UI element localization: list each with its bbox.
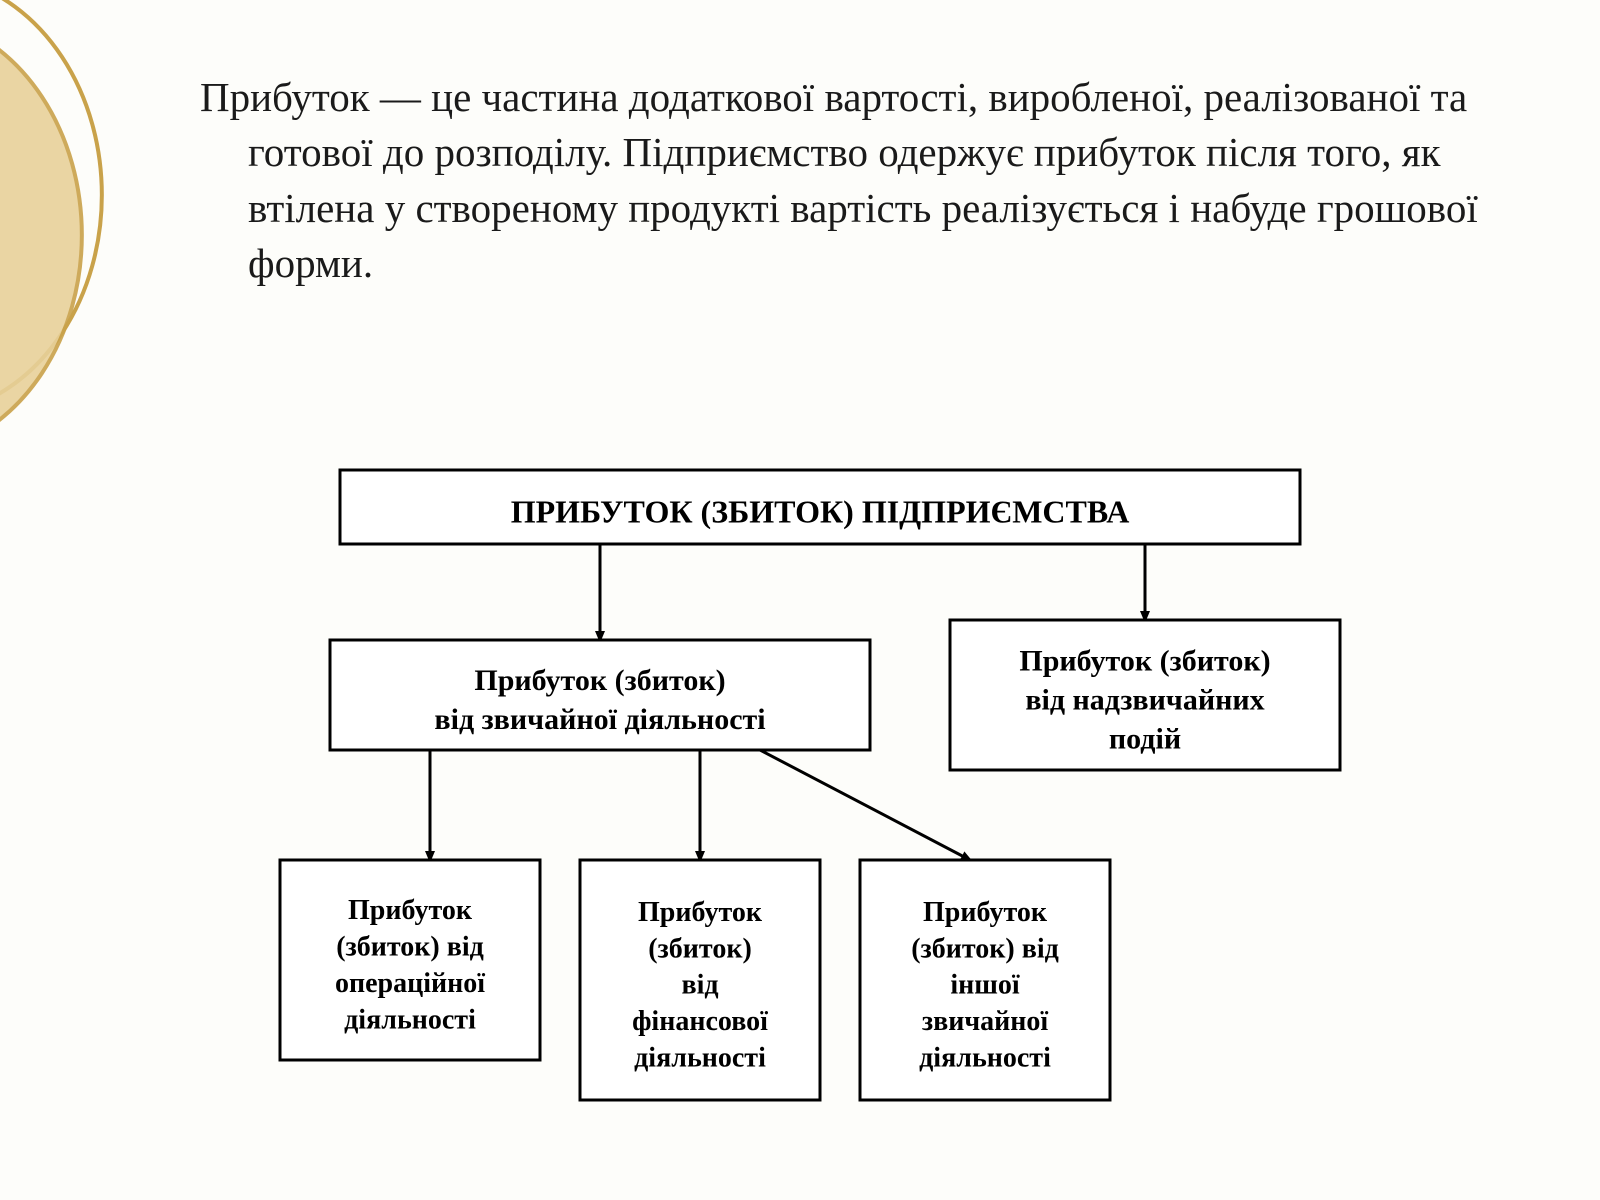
node-other: Прибуток (збиток) від іншої звичайної діяльн…: [860, 860, 1110, 1100]
node-label: Прибуток (збиток): [1019, 645, 1270, 678]
node-ordinary: Прибуток (збиток) від звичайної діяльност…: [330, 640, 870, 750]
node-label: Прибуток: [348, 895, 473, 926]
node-label: від надзвичайних: [1025, 684, 1264, 717]
node-label: від звичайної діяльності: [434, 703, 765, 736]
node-label: (збиток) від: [911, 933, 1059, 964]
node-financial: Прибуток (збиток) від фінансової діяльності: [580, 860, 820, 1100]
node-label: діяльності: [344, 1004, 476, 1035]
node-operational: Прибуток (збиток) від операційної діяльност…: [280, 860, 540, 1060]
node-label: діяльності: [919, 1043, 1051, 1074]
edge-ordinary-other: [760, 750, 970, 860]
node-label: операційної: [335, 968, 485, 999]
node-label: Прибуток: [923, 897, 1048, 928]
node-label: Прибуток: [638, 897, 763, 928]
node-label: звичайної: [922, 1006, 1049, 1037]
node-label: (збиток): [648, 933, 752, 964]
node-label: від: [681, 970, 718, 1001]
node-label: іншої: [950, 970, 1020, 1001]
node-root: ПРИБУТОК (ЗБИТОК) ПІДПРИЄМСТВА: [340, 470, 1300, 544]
slide-decoration: [0, 0, 200, 1200]
node-extraordinary: Прибуток (збиток) від надзвичайних подій: [950, 620, 1340, 770]
definition-paragraph: Прибуток — це частина додаткової вартост…: [200, 70, 1498, 291]
node-label: подій: [1109, 723, 1181, 756]
node-label: Прибуток (збиток): [474, 664, 725, 697]
node-label: фінансової: [632, 1006, 768, 1037]
profit-structure-diagram: ПРИБУТОК (ЗБИТОК) ПІДПРИЄМСТВА Прибуток (…: [240, 460, 1400, 1160]
node-label: діяльності: [634, 1043, 766, 1074]
node-label: (збиток) від: [336, 932, 484, 963]
node-label: ПРИБУТОК (ЗБИТОК) ПІДПРИЄМСТВА: [511, 494, 1130, 530]
